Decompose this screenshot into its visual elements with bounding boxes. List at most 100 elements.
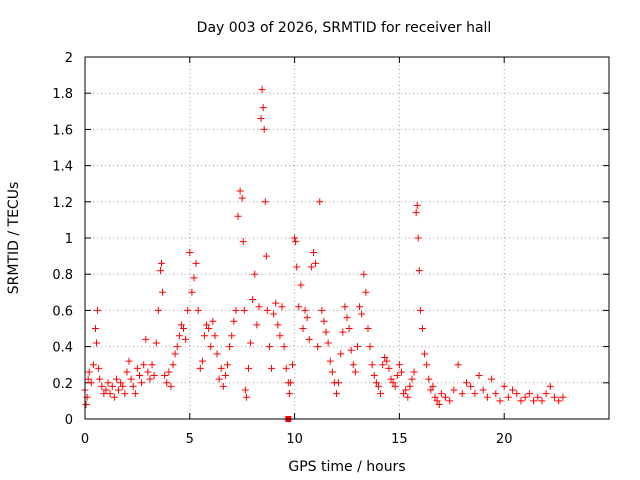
data-point <box>341 303 349 311</box>
data-point <box>251 270 259 278</box>
x-tick-label: 10 <box>286 432 303 447</box>
data-point <box>280 343 288 351</box>
data-point <box>234 212 242 220</box>
data-point <box>415 267 423 275</box>
data-point <box>335 379 343 387</box>
data-point <box>360 270 368 278</box>
data-point <box>165 368 173 376</box>
data-point <box>467 382 475 390</box>
data-point <box>173 343 181 351</box>
data-point <box>140 361 148 369</box>
data-point <box>546 382 554 390</box>
data-point <box>154 306 162 314</box>
data-point <box>190 274 198 282</box>
data-point <box>186 248 194 256</box>
data-point <box>158 259 166 267</box>
data-point <box>226 343 234 351</box>
data-point <box>425 375 433 383</box>
data-point <box>213 350 221 358</box>
data-point <box>345 325 353 332</box>
data-point <box>559 393 567 401</box>
data-point <box>423 361 431 369</box>
data-point <box>289 361 297 369</box>
data-point <box>259 104 267 112</box>
data-point <box>408 375 416 383</box>
data-point <box>236 187 244 195</box>
data-point <box>263 306 271 314</box>
data-point <box>328 368 336 376</box>
data-point <box>257 115 265 123</box>
y-tick-label: 0 <box>65 413 73 428</box>
data-point <box>244 364 252 372</box>
data-point <box>309 248 317 256</box>
data-point <box>167 382 175 390</box>
data-point <box>135 372 143 380</box>
data-point <box>372 379 380 387</box>
data-point <box>198 357 206 365</box>
data-point <box>509 386 517 394</box>
data-point <box>272 299 280 307</box>
y-tick-label: 1 <box>65 232 73 247</box>
data-point <box>209 317 217 325</box>
data-point <box>268 364 276 372</box>
data-point <box>240 306 248 314</box>
data-point <box>241 386 249 394</box>
data-point <box>402 386 410 394</box>
data-point <box>274 321 282 329</box>
data-point <box>89 361 97 369</box>
data-point <box>421 350 429 358</box>
data-point <box>437 390 445 398</box>
y-axis-label: SRMTID / TECUs <box>6 182 22 295</box>
x-tick-label: 0 <box>81 432 89 447</box>
y-tick-label: 1.4 <box>52 160 73 175</box>
data-point <box>377 390 385 398</box>
data-point <box>446 397 454 405</box>
data-point <box>412 209 420 217</box>
data-point <box>180 325 188 332</box>
data-point <box>247 339 255 347</box>
data-point <box>196 364 204 372</box>
data-point <box>291 234 299 242</box>
plot-frame <box>84 56 610 420</box>
data-point <box>169 361 177 369</box>
axis-ticks: 00.20.40.60.811.21.41.61.820 5 10 15 20 <box>52 51 609 447</box>
data-point <box>278 303 286 311</box>
x-tick-label: 20 <box>496 432 513 447</box>
data-point <box>343 314 351 322</box>
data-point <box>238 194 246 202</box>
y-tick-label: 0.6 <box>52 304 73 319</box>
data-point <box>258 86 266 94</box>
chart-title: Day 003 of 2026, SRMTID for receiver hal… <box>197 20 492 36</box>
data-point <box>385 364 393 372</box>
data-point <box>454 361 462 369</box>
data-point <box>177 321 185 329</box>
y-tick-label: 0.4 <box>52 341 73 356</box>
data-point <box>492 390 500 398</box>
data-point <box>339 328 347 336</box>
data-point <box>239 238 247 246</box>
data-point <box>100 390 108 398</box>
data-point <box>513 390 521 398</box>
data-point <box>112 375 120 383</box>
data-point <box>265 343 273 351</box>
data-point <box>144 368 152 376</box>
data-point <box>123 368 131 376</box>
data-point <box>163 379 171 387</box>
data-point <box>555 397 563 405</box>
data-point <box>224 361 232 369</box>
data-point <box>115 386 123 394</box>
data-point <box>326 357 334 365</box>
data-point <box>104 379 112 387</box>
grid <box>85 57 609 419</box>
data-point <box>142 335 150 343</box>
data-point <box>320 317 328 325</box>
data-point <box>217 364 225 372</box>
data-point <box>374 382 382 390</box>
data-point <box>188 288 196 296</box>
y-tick-label: 0.8 <box>52 268 73 283</box>
data-point <box>262 252 270 260</box>
data-point <box>322 328 330 336</box>
data-point <box>475 372 483 380</box>
data-point <box>418 325 426 332</box>
